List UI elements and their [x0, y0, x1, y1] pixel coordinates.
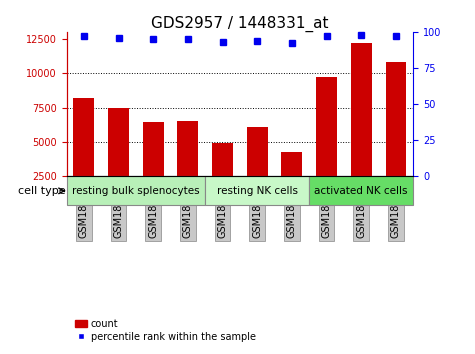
Bar [66, 176, 205, 205]
Bar [178, 121, 198, 211]
Title: GDS2957 / 1448331_at: GDS2957 / 1448331_at [151, 16, 329, 32]
Text: resting bulk splenocytes: resting bulk splenocytes [72, 186, 200, 196]
Bar [108, 108, 129, 211]
Bar [143, 122, 163, 211]
Bar [74, 98, 94, 211]
Bar [386, 62, 406, 211]
Bar [351, 43, 371, 211]
Bar [309, 176, 413, 205]
Bar [282, 152, 302, 211]
Text: activated NK cells: activated NK cells [314, 186, 408, 196]
Bar [316, 76, 337, 211]
Legend: count, percentile rank within the sample: count, percentile rank within the sample [71, 315, 260, 346]
Bar [212, 143, 233, 211]
Text: resting NK cells: resting NK cells [217, 186, 298, 196]
Text: cell type: cell type [18, 186, 66, 196]
Bar [247, 127, 267, 211]
Bar [205, 176, 309, 205]
